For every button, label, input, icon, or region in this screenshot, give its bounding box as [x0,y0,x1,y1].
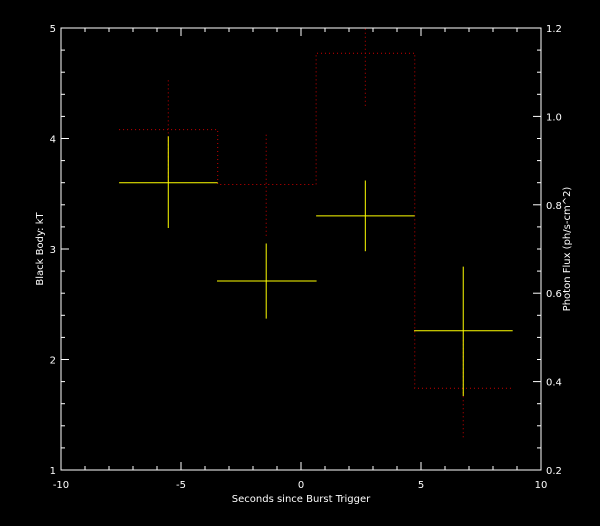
kt-data-point [217,243,317,319]
y2-tick-label: 0.2 [546,466,562,477]
y2-axis-label: Photon Flux (ph/s-cm^2) [562,187,573,312]
x-tick-label: -5 [176,480,186,491]
y2-tick-label: 0.6 [546,289,562,300]
x-tick-label: 5 [418,480,424,491]
x-tick-label: 0 [298,480,304,491]
kt-data-point [316,180,415,252]
marks [119,28,513,438]
x-axis-label: Seconds since Burst Trigger [232,494,371,505]
y2-tick-label: 1.2 [546,24,562,35]
y2-tick-label: 0.8 [546,201,562,212]
kt-data-point [119,136,218,229]
y-tick-label: 4 [50,135,56,146]
y-axis-label: Black Body: kT [35,212,46,286]
y-tick-label: 5 [50,24,56,35]
x-tick-label: 10 [535,480,548,491]
flux-histogram-line [119,52,513,389]
y-tick-label: 3 [50,245,56,256]
y2-tick-label: 1.0 [546,112,562,123]
ticks: -10 -5 0 5 10 1 2 3 4 5 0.2 0.4 0.6 0.8 1.0 1.2 [50,24,562,491]
x-tick-label: -10 [53,480,69,491]
y2-tick-label: 0.4 [546,378,562,389]
y-tick-label: 2 [50,356,56,367]
kt-data-point [414,266,513,396]
y-tick-label: 1 [50,466,56,477]
